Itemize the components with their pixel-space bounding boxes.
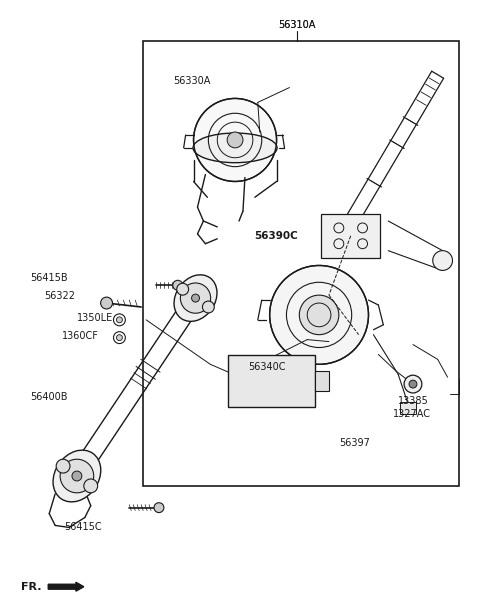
- Text: 1350LE: 1350LE: [77, 313, 113, 323]
- Circle shape: [227, 132, 243, 148]
- Circle shape: [84, 479, 97, 493]
- Circle shape: [117, 317, 122, 323]
- Bar: [143, 41, 459, 486]
- Text: 56415C: 56415C: [64, 522, 102, 533]
- Text: 56310A: 56310A: [279, 20, 316, 30]
- Circle shape: [203, 301, 214, 313]
- Text: 56322: 56322: [44, 291, 75, 301]
- Circle shape: [193, 99, 276, 181]
- Text: 1360CF: 1360CF: [62, 330, 99, 341]
- Circle shape: [56, 459, 70, 473]
- Text: 56340C: 56340C: [248, 362, 286, 372]
- Bar: [228, 356, 315, 407]
- Circle shape: [173, 280, 183, 290]
- FancyArrow shape: [48, 582, 84, 591]
- Text: 1327AC: 1327AC: [393, 409, 431, 419]
- Circle shape: [300, 295, 339, 335]
- Circle shape: [409, 380, 417, 388]
- Bar: [400, 402, 416, 414]
- Text: FR.: FR.: [21, 582, 41, 592]
- Text: 56415B: 56415B: [30, 273, 68, 283]
- Circle shape: [101, 297, 112, 309]
- Text: 56390C: 56390C: [254, 231, 298, 241]
- Ellipse shape: [53, 450, 101, 502]
- Circle shape: [177, 283, 189, 295]
- Circle shape: [270, 265, 369, 364]
- Bar: [321, 214, 380, 257]
- Text: 56330A: 56330A: [173, 75, 210, 86]
- Bar: [315, 371, 329, 391]
- Ellipse shape: [174, 275, 217, 321]
- Circle shape: [117, 335, 122, 341]
- Text: 56400B: 56400B: [30, 392, 68, 402]
- Circle shape: [154, 503, 164, 512]
- Circle shape: [404, 375, 422, 393]
- Circle shape: [192, 294, 200, 302]
- Circle shape: [180, 283, 211, 313]
- Text: 56397: 56397: [339, 438, 370, 448]
- Text: 13385: 13385: [398, 396, 429, 406]
- Circle shape: [60, 459, 94, 493]
- Text: 56310A: 56310A: [279, 20, 316, 30]
- Circle shape: [72, 471, 82, 481]
- Circle shape: [433, 251, 453, 270]
- Ellipse shape: [193, 133, 277, 162]
